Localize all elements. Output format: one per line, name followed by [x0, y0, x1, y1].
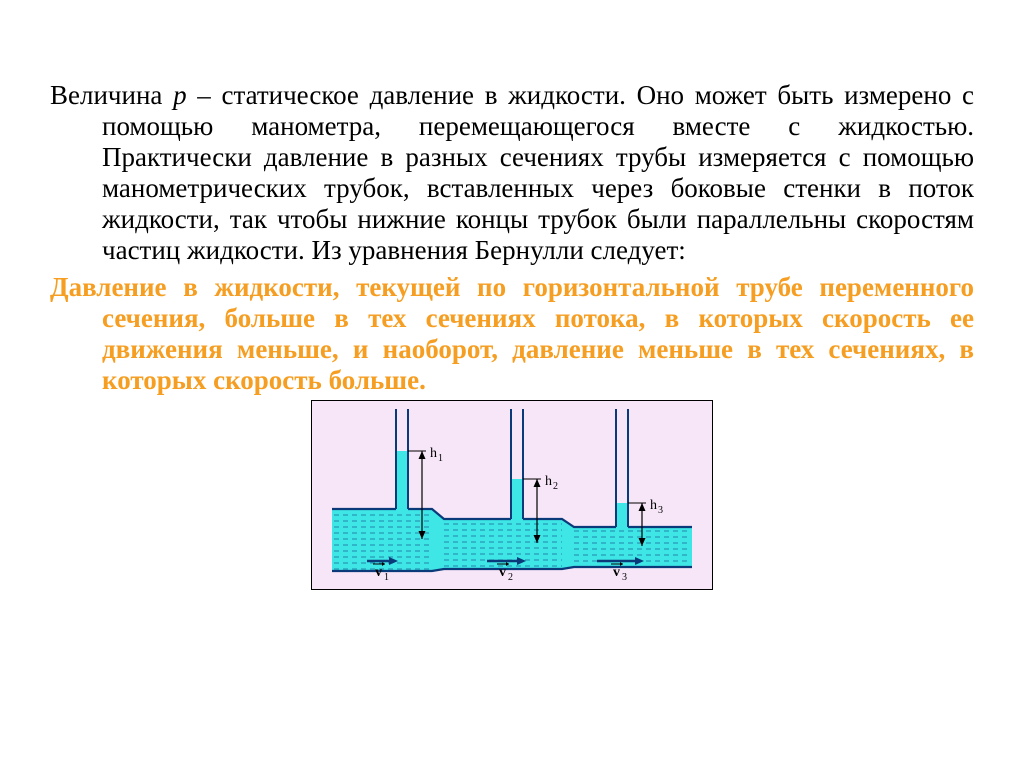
svg-text:2: 2	[553, 481, 558, 492]
svg-text:1: 1	[384, 572, 389, 583]
svg-text:v: v	[613, 565, 620, 580]
para1-pre: Величина	[50, 80, 173, 110]
svg-text:3: 3	[658, 505, 663, 516]
body-paragraph-2: Давление в жидкости, текущей по горизонт…	[50, 272, 974, 396]
svg-text:3: 3	[622, 572, 627, 583]
body-paragraph-1: Величина p – статическое давление в жидк…	[50, 80, 974, 266]
para1-post: – статическое давление в жидкости. Оно м…	[102, 80, 974, 265]
svg-text:2: 2	[508, 572, 513, 583]
para1-var: p	[173, 80, 187, 110]
svg-text:h: h	[650, 498, 657, 513]
svg-text:v: v	[499, 565, 506, 580]
svg-text:v: v	[375, 565, 382, 580]
svg-text:h: h	[430, 446, 437, 461]
svg-text:h: h	[545, 474, 552, 489]
svg-text:1: 1	[438, 453, 443, 464]
bernoulli-diagram: h1h2h3v1v2v3	[311, 400, 713, 590]
